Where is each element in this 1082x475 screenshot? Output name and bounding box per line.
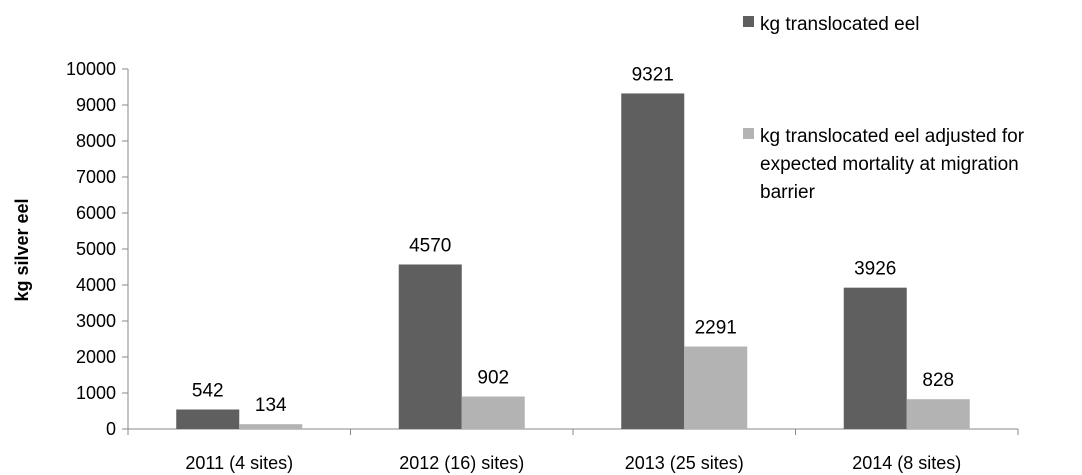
legend-swatch-2 — [743, 128, 754, 139]
bar-series-2 — [461, 396, 525, 429]
bar-series-1 — [621, 93, 685, 429]
data-label: 828 — [922, 370, 954, 391]
data-label: 902 — [477, 368, 509, 389]
bar-series-2 — [239, 424, 303, 429]
legend-label: expected mortality at migration — [760, 154, 1019, 175]
y-tick-label: 10000 — [66, 59, 116, 79]
y-tick-label: 6000 — [76, 203, 116, 223]
bars: 542 4570 9321 3926 134 902 2291 828 — [176, 64, 970, 429]
y-tick-label: 4000 — [76, 275, 116, 295]
y-tick-label: 7000 — [76, 167, 116, 187]
y-tick-label: 0 — [106, 419, 116, 439]
bar-series-1 — [176, 409, 240, 429]
y-tick-label: 3000 — [76, 311, 116, 331]
y-axis-label: kg silver eel — [12, 198, 32, 301]
data-label: 134 — [255, 395, 287, 416]
data-label: 9321 — [632, 64, 674, 85]
y-axis: 0 1000 2000 3000 4000 5000 6000 7000 8000 9000 100… — [66, 59, 129, 439]
legend: kg translocated eel kg translocated eel a… — [743, 14, 1025, 203]
legend-swatch-1 — [743, 16, 754, 27]
bar-series-1 — [843, 287, 907, 429]
data-label: 4570 — [409, 235, 451, 256]
x-tick-label: 2012 (16) sites) — [399, 453, 524, 473]
y-tick-label: 8000 — [76, 131, 116, 151]
y-tick-label: 1000 — [76, 383, 116, 403]
bar-series-2 — [684, 346, 748, 429]
y-tick-label: 2000 — [76, 347, 116, 367]
legend-label: kg translocated eel — [760, 14, 920, 35]
x-tick-label: 2013 (25 sites) — [625, 453, 744, 473]
x-tick-label: 2011 (4 sites) — [185, 453, 293, 473]
bar-series-1 — [398, 264, 462, 429]
data-label: 542 — [192, 380, 224, 401]
bar-series-2 — [906, 399, 970, 429]
y-tick-label: 9000 — [76, 95, 116, 115]
y-tick-label: 5000 — [76, 239, 116, 259]
legend-label: barrier — [760, 182, 816, 203]
data-label: 2291 — [695, 318, 737, 339]
x-axis: 2011 (4 sites) 2012 (16) sites) 2013 (25 s… — [127, 428, 1019, 473]
data-label: 3926 — [854, 259, 896, 280]
legend-label: kg translocated eel adjusted for — [760, 126, 1025, 147]
x-tick-label: 2014 (8 sites) — [852, 453, 961, 473]
